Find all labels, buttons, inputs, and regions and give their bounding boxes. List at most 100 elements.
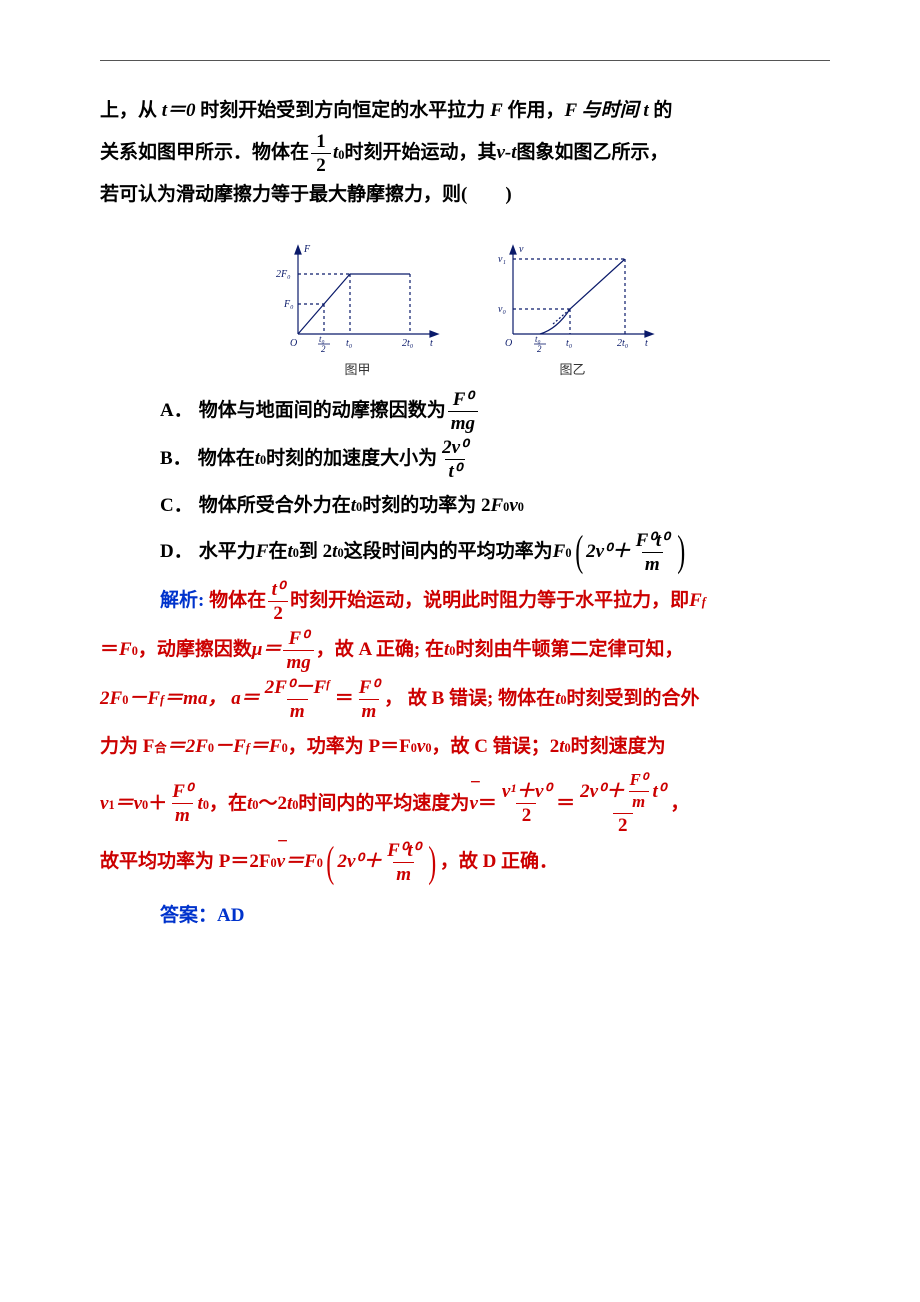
frac-den: m xyxy=(629,791,649,811)
sub: 合 xyxy=(154,736,166,762)
sub: 0 xyxy=(260,448,266,474)
sol-text: ，故 C 错误；2 xyxy=(431,727,559,767)
stem-text: 的 xyxy=(653,100,672,121)
sub: 0 xyxy=(449,639,455,665)
question-stem-line-3: 若可认为滑动摩擦力等于最大静摩擦力，则( ) xyxy=(100,175,830,216)
frac-den: t⁰ xyxy=(445,459,465,481)
paren-left: ( xyxy=(326,842,334,884)
frac-den: mg xyxy=(448,411,478,433)
var-vt: v-t xyxy=(496,133,516,174)
var-f: F xyxy=(119,630,132,670)
solution-line-6: 故平均功率为 P＝2F0v＝F0 ( 2v⁰＋ F⁰t⁰ m ) ，故 D 正确… xyxy=(100,841,830,884)
sol-text: ，功率为 P＝F xyxy=(288,727,411,767)
var-mu: μ＝ xyxy=(252,630,282,670)
page: 上，从 t＝0 时刻开始受到方向恒定的水平拉力 F 作用，F 与时间 t 的 关… xyxy=(0,0,920,1302)
frac-num: 1 xyxy=(311,132,331,153)
axis-x-label: t xyxy=(645,338,648,349)
figure-yi-caption: 图乙 xyxy=(485,359,660,378)
stem-text: 上，从 xyxy=(100,100,162,121)
svg-text:t₀: t₀ xyxy=(535,334,541,344)
y-tick-v1: v₁ xyxy=(498,254,506,265)
svg-text:2: 2 xyxy=(321,344,326,354)
answer-label: 答案： xyxy=(160,905,217,926)
sub: 0 xyxy=(282,736,288,762)
sub: 0 xyxy=(565,541,571,567)
v-bar: v xyxy=(469,784,477,824)
frac-num: F⁰ xyxy=(356,678,382,699)
v-bar: v xyxy=(277,842,285,882)
sol-text: 物体在 xyxy=(209,581,266,621)
expr: t⁰ xyxy=(653,782,666,801)
sub: 0 xyxy=(293,541,299,567)
header-rule xyxy=(100,60,830,61)
figure-yi-svg: v t v₁ v₀ O t₀ 2 t₀ 2t₀ xyxy=(485,234,660,354)
frac-num: v¹＋v⁰ xyxy=(499,782,554,803)
paren-body: 2v⁰＋ F⁰t⁰ m xyxy=(338,841,426,884)
axis-x-label: t xyxy=(430,338,433,349)
frac-nested: 2v⁰＋ F⁰ m t⁰ 2 xyxy=(577,772,668,834)
answer-line: 答案：AD xyxy=(160,900,830,927)
solution-line-5: v1＝v0＋ F⁰ m t0，在 t0～2t0 时间内的平均速度为 v＝ v¹＋… xyxy=(100,772,830,834)
sol-text: ，在 xyxy=(209,784,247,824)
stem-text: F 与时间 t xyxy=(565,100,654,121)
sol-text: ＝ xyxy=(100,630,119,670)
sol-text: ， 故 B 错误; 物体在 xyxy=(384,679,555,719)
y-tick-2f0: 2F₀ xyxy=(276,269,291,280)
frac-den: 2 xyxy=(311,153,331,175)
question-stem-line-2: 关系如图甲所示．物体在 1 2 t0 时刻开始运动，其 v-t 图象如图乙所示， xyxy=(100,132,830,175)
sub: 0 xyxy=(503,495,509,521)
option-label: D． xyxy=(160,532,193,572)
figures-row: F t 2F₀ F₀ O t₀ 2 t₀ 2t₀ 图甲 xyxy=(100,234,830,378)
sub: 0 xyxy=(425,736,431,762)
frac-num: F⁰t⁰ xyxy=(633,531,672,552)
stem-text: 时刻开始受到方向恒定的水平拉力 xyxy=(196,100,491,121)
figure-yi: v t v₁ v₀ O t₀ 2 t₀ 2t₀ 图乙 xyxy=(485,234,660,378)
expr: 2v⁰＋ xyxy=(580,782,625,801)
var-v: v xyxy=(100,784,108,824)
frac: F⁰ mg xyxy=(283,629,313,672)
plus: ＋ xyxy=(148,784,167,824)
frac: F⁰ m xyxy=(169,782,195,825)
frac-den: m xyxy=(359,699,380,721)
x-tick-t0: t₀ xyxy=(566,338,573,349)
sub: f xyxy=(246,736,250,762)
sub: 0 xyxy=(292,793,298,819)
sol-text: ，动摩擦因数 xyxy=(138,630,252,670)
frac-den: mg xyxy=(283,650,313,672)
stem-text: 关系如图甲所示．物体在 xyxy=(100,133,309,174)
option-a: A． 物体与地面间的动摩擦因数为 F⁰ mg xyxy=(160,390,830,433)
frac-den: m xyxy=(393,862,414,884)
svg-text:t₀: t₀ xyxy=(319,334,325,344)
frac-num: F⁰ xyxy=(169,782,195,803)
origin-o: O xyxy=(505,338,512,349)
option-d: D． 水平力 F 在 t0 到 2t0 这段时间内的平均功率为 F0 ( 2v⁰… xyxy=(160,531,830,574)
eq: ＝ xyxy=(556,784,575,824)
option-label: A． xyxy=(160,391,193,431)
sub: f xyxy=(702,590,706,616)
axis-y-label: v xyxy=(519,244,524,255)
y-tick-v0: v₀ xyxy=(498,304,506,315)
expr: 2v⁰＋ xyxy=(586,532,631,572)
sub: 1 xyxy=(108,793,114,819)
axis-y-label: F xyxy=(303,244,311,255)
option-text: 这段时间内的平均功率为 xyxy=(344,532,553,572)
expr: －F xyxy=(128,679,160,719)
frac-den: m xyxy=(642,552,663,574)
sol-text: 时间内的平均速度为 xyxy=(298,784,469,824)
var-f: F xyxy=(553,532,566,572)
sub: 0 xyxy=(317,851,323,877)
expr: ＝F xyxy=(285,842,317,882)
frac: 2F⁰－Fᶠ m xyxy=(262,678,333,721)
sub: 0 xyxy=(142,793,148,819)
frac-num: F⁰ xyxy=(285,629,311,650)
expr: －F xyxy=(214,727,246,767)
frac-den: 2 xyxy=(516,803,536,825)
solution-line-2: ＝F0，动摩擦因数 μ＝ F⁰ mg ，故 A 正确; 在 t0 时刻由牛顿第二… xyxy=(100,629,830,672)
sub: f xyxy=(160,688,164,714)
paren-group: ( 2v⁰＋ F⁰t⁰ m ) xyxy=(323,841,440,884)
var-f: F xyxy=(689,581,702,621)
expr: ＝F xyxy=(250,727,282,767)
figure-jia-caption: 图甲 xyxy=(270,359,445,378)
sub: 0 xyxy=(411,736,417,762)
frac-num: F⁰ xyxy=(627,772,651,791)
